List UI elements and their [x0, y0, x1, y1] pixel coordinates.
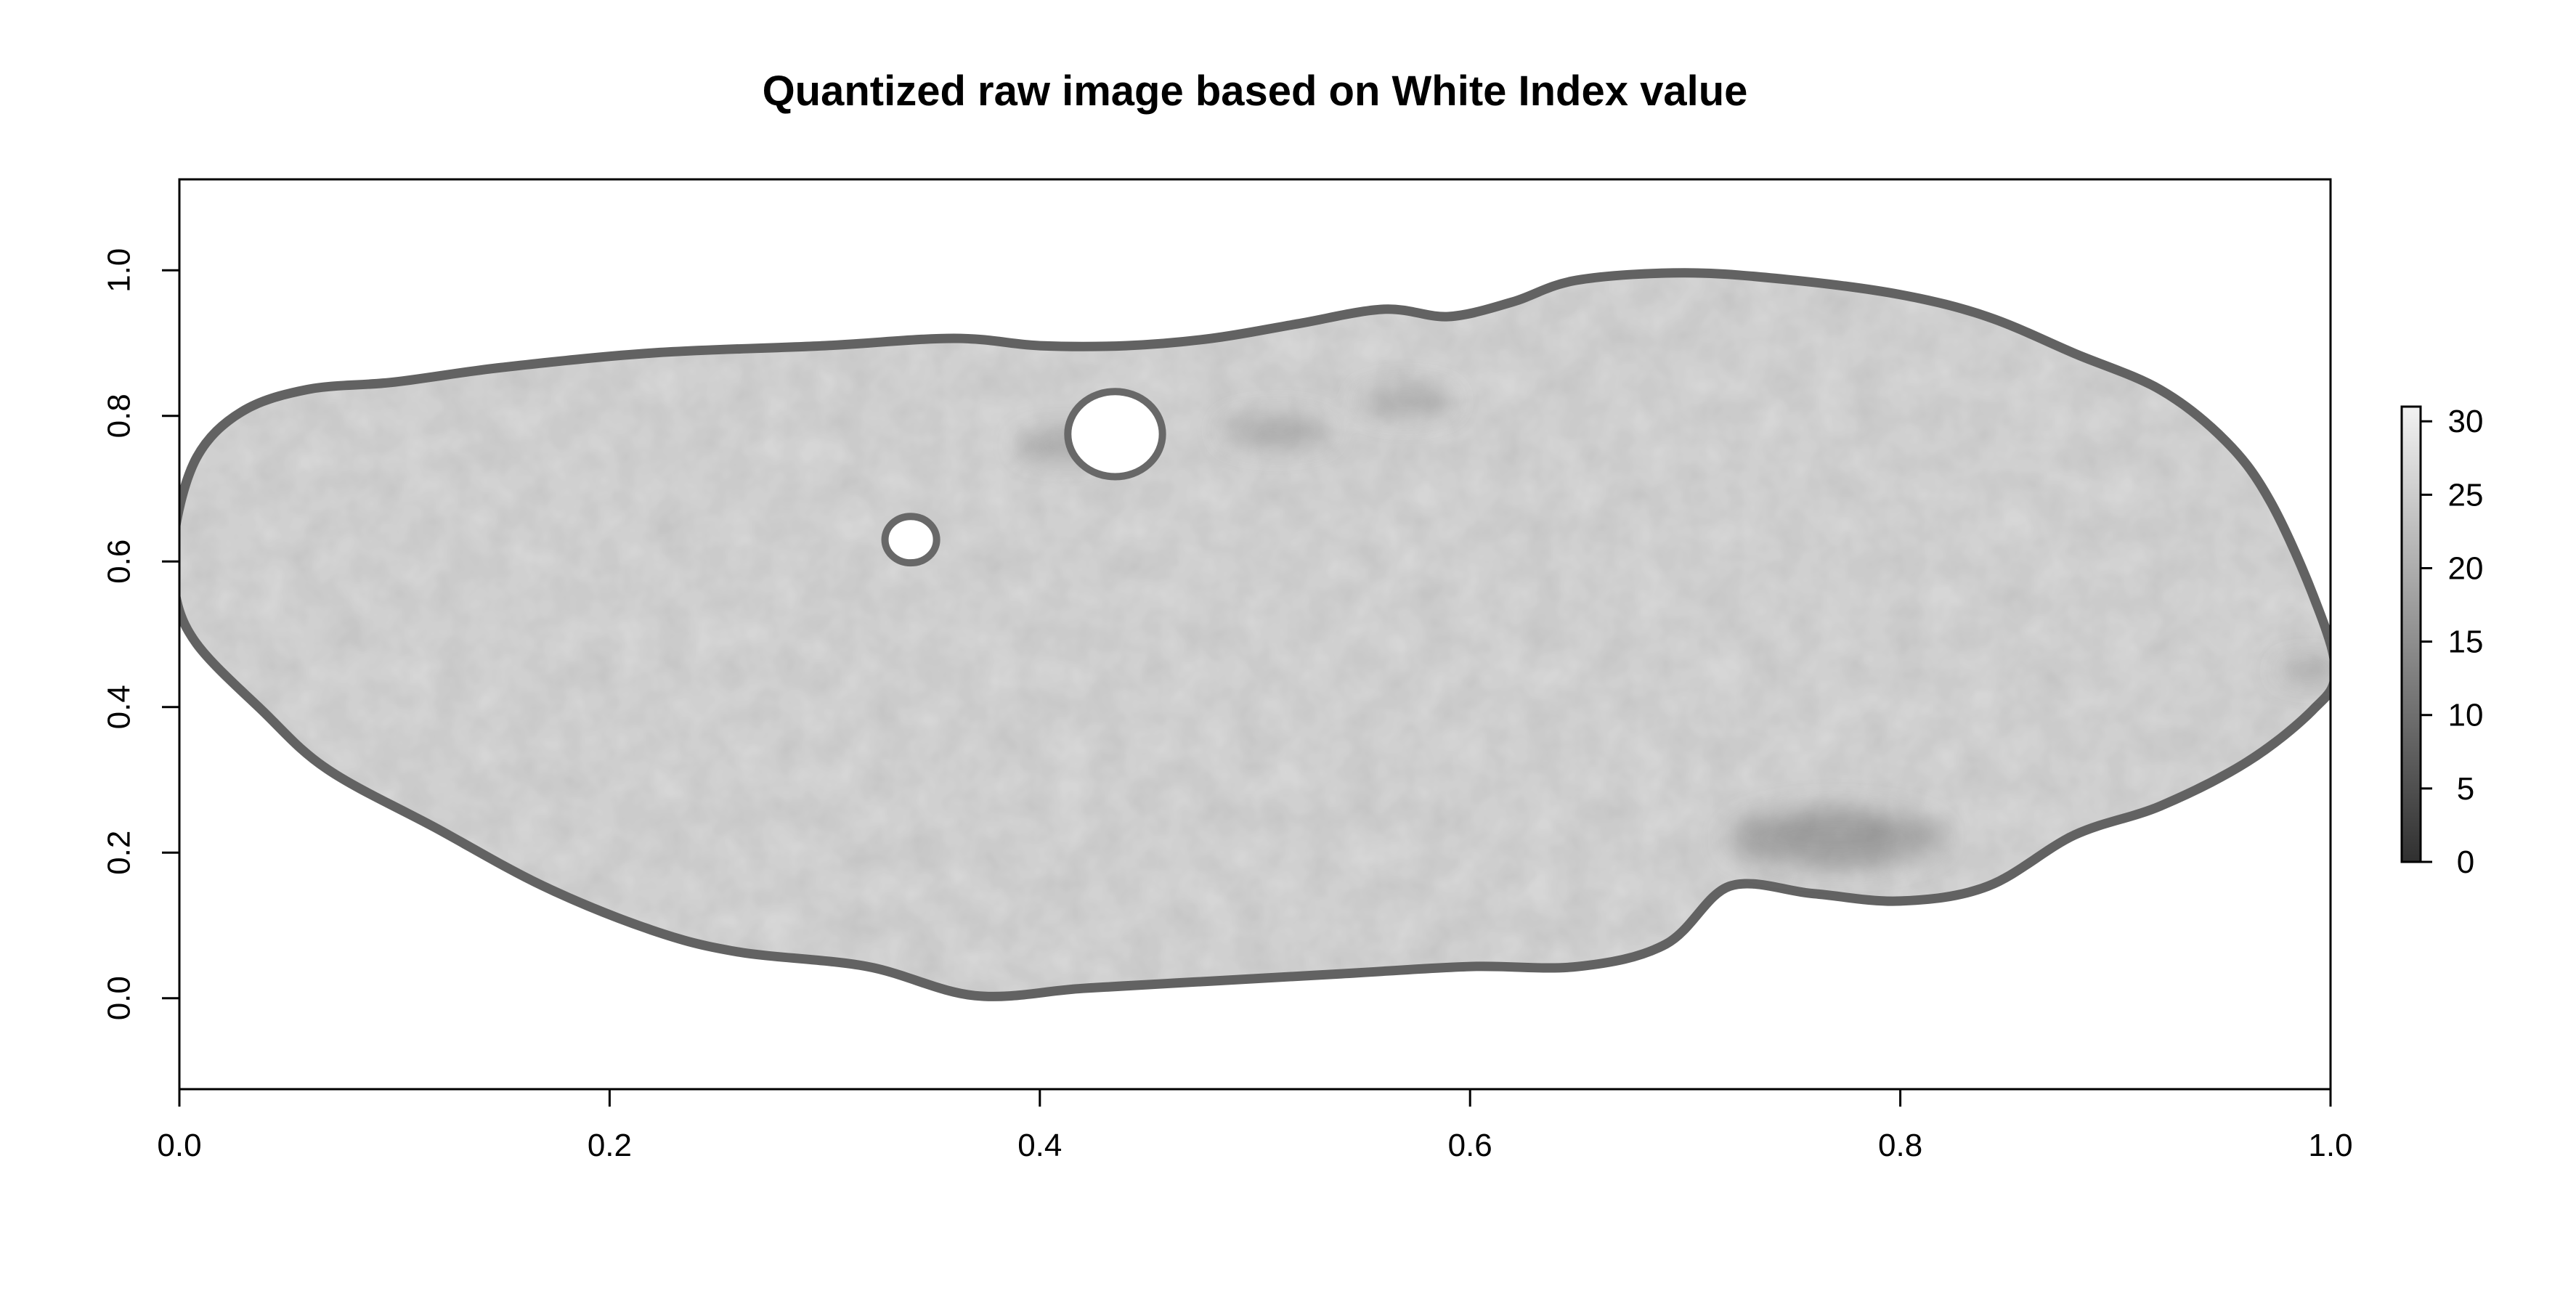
- hole: [1064, 388, 1166, 481]
- colorbar-tick-label: 15: [2448, 624, 2484, 660]
- hole: [881, 513, 940, 567]
- colorbar-tick-label: 10: [2448, 698, 2484, 733]
- x-tick-label: 0.2: [588, 1128, 632, 1163]
- y-tick-label: 0.0: [102, 976, 137, 1020]
- y-tick-label: 0.6: [102, 540, 137, 584]
- x-axis: 0.0 0.2 0.4 0.6 0.8 1.0: [157, 1088, 2353, 1163]
- plot-area: [179, 268, 2331, 1001]
- y-tick-label: 0.8: [102, 394, 137, 438]
- x-tick-label: 0.4: [1017, 1128, 1062, 1163]
- specimen-texture: [179, 277, 2331, 992]
- y-tick-label: 0.2: [102, 831, 137, 875]
- colorbar-ticks: 0 5 10 15 20 25 30: [2421, 404, 2483, 880]
- holes: [881, 388, 1166, 567]
- y-tick-label: 1.0: [102, 248, 137, 293]
- x-tick-label: 1.0: [2308, 1128, 2352, 1163]
- colorbar-tick-label: 25: [2448, 477, 2484, 513]
- colorbar-tick-label: 20: [2448, 550, 2484, 586]
- x-tick-label: 0.8: [1878, 1128, 1922, 1163]
- colorbar: 0 5 10 15 20 25 30: [2400, 404, 2483, 880]
- x-tick-label: 0.6: [1448, 1128, 1492, 1163]
- colorbar-tick-label: 0: [2457, 844, 2474, 880]
- y-tick-label: 0.4: [102, 685, 137, 729]
- y-axis: 0.0 0.2 0.4 0.6 0.8 1.0: [102, 248, 179, 1020]
- colorbar-tick-label: 5: [2457, 771, 2474, 807]
- x-tick-label: 0.0: [157, 1128, 201, 1163]
- colorbar-gradient: [2400, 405, 2422, 863]
- chart-title: Quantized raw image based on White Index…: [763, 68, 1748, 115]
- colorbar-tick-label: 30: [2448, 404, 2484, 439]
